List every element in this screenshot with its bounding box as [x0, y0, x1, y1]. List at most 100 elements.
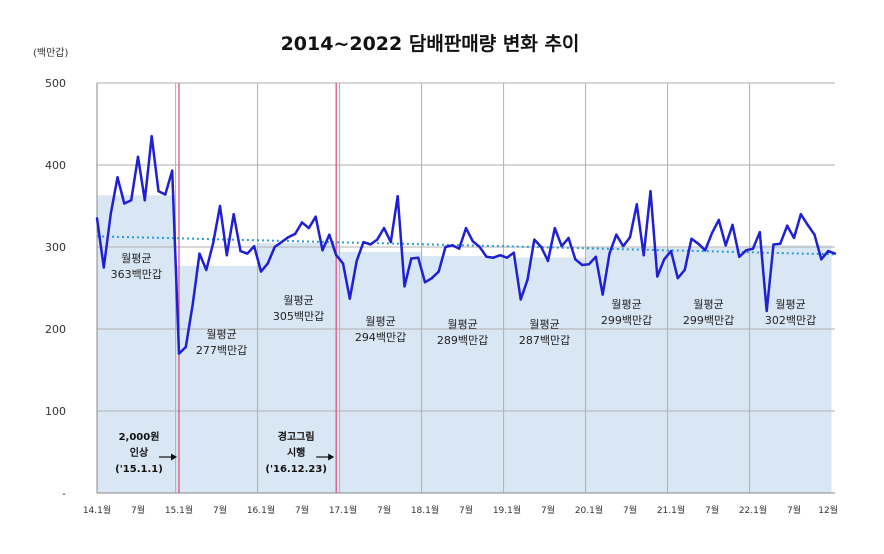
y-axis-ticks: - 100 200 300 400 500: [45, 77, 66, 500]
sales-point: [615, 233, 618, 236]
sales-point: [471, 240, 475, 243]
sales-point: [396, 194, 399, 198]
sales-point: [334, 254, 338, 257]
chart-title: 2014~2022 담배판매량 변화 추이: [281, 33, 580, 55]
y-tick-label: 500: [45, 77, 66, 90]
event-arrow-head: [171, 453, 177, 461]
trend-line: [96, 235, 836, 256]
sales-point: [239, 249, 242, 253]
x-tick-label: 7월: [213, 504, 227, 516]
sales-point: [833, 252, 837, 255]
x-tick-label: 17.1월: [329, 504, 357, 516]
annual-average-area: [503, 257, 586, 493]
sales-point: [628, 235, 632, 239]
annual-average-label: 월평균: [365, 315, 395, 328]
x-tick-label: 7월: [459, 504, 473, 516]
sales-point: [375, 238, 379, 241]
x-tick-label: 16.1월: [247, 504, 275, 516]
sales-point: [717, 218, 721, 222]
sales-point: [785, 224, 789, 227]
annual-average-value: 302백만갑: [765, 314, 816, 327]
y-tick-label: 400: [45, 159, 66, 172]
sales-point: [451, 244, 454, 247]
annual-average-label: 월평균: [206, 328, 236, 341]
y-tick-label: 300: [45, 241, 66, 254]
sales-point: [690, 237, 693, 240]
sales-point: [492, 256, 495, 259]
annual-average-label: 월평균: [447, 318, 477, 331]
annual-average-value: 299백만갑: [683, 314, 734, 327]
sales-point: [731, 223, 734, 227]
sales-point: [683, 268, 686, 272]
sales-point: [642, 254, 645, 257]
sales-point: [416, 256, 420, 259]
sales-point: [779, 242, 782, 245]
sales-point: [820, 258, 823, 261]
sales-point: [287, 235, 290, 239]
sales-point: [143, 199, 147, 202]
event-note-text: 2,000원: [119, 430, 160, 443]
sales-point: [218, 204, 222, 208]
annual-average-label: 월평균: [775, 298, 805, 311]
sales-point: [512, 251, 516, 254]
sales-point: [560, 244, 563, 248]
sales-point: [362, 240, 365, 244]
sales-point: [751, 247, 755, 250]
annual-average-area: [175, 265, 258, 493]
sales-point: [526, 278, 529, 281]
x-tick-label: 7월: [787, 504, 801, 516]
annual-average-area: [667, 247, 750, 493]
y-tick-label: 200: [45, 323, 66, 336]
annual-average-label: 월평균: [529, 318, 559, 331]
annual-average-area: [339, 251, 422, 493]
annual-average-value: 289백만갑: [437, 334, 488, 347]
annual-average-value: 277백만갑: [196, 344, 247, 357]
event-note-text: ('15.1.1): [115, 464, 163, 475]
sales-point: [553, 226, 557, 230]
sales-point: [724, 244, 727, 247]
sales-point: [205, 268, 208, 272]
annual-average-value: 294백만갑: [355, 331, 406, 344]
sales-point: [252, 244, 256, 248]
sales-point: [457, 247, 461, 250]
sales-point: [621, 244, 625, 248]
sales-point: [102, 266, 106, 269]
sales-point: [505, 256, 509, 259]
x-tick-label: 12월: [818, 504, 838, 516]
annual-average-label: 월평균: [283, 294, 313, 307]
sales-point: [437, 270, 440, 273]
annual-average-area: [749, 245, 832, 493]
annual-average-area: [257, 242, 340, 493]
sales-point: [293, 232, 297, 236]
sales-point: [738, 255, 741, 259]
annual-average-value: 299백만갑: [601, 314, 652, 327]
sales-point: [328, 233, 331, 236]
event-note-text: 인상: [130, 446, 149, 459]
sales-point: [341, 262, 345, 265]
sales-point: [177, 352, 181, 355]
x-tick-label: 7월: [295, 504, 309, 516]
annual-average-area: [585, 247, 668, 493]
annual-average-label: 월평균: [611, 298, 641, 311]
sales-point: [116, 176, 119, 179]
annual-average-label: 월평균: [693, 298, 723, 311]
y-axis-unit: (백만갑): [33, 47, 69, 59]
sales-point: [157, 190, 160, 193]
sales-point: [191, 303, 194, 306]
sales-point: [170, 169, 174, 172]
sales-point: [355, 259, 358, 263]
annual-average-value: 363백만갑: [111, 268, 162, 281]
sales-point: [580, 263, 584, 267]
sales-point: [574, 258, 577, 261]
sales-point: [608, 252, 611, 255]
x-tick-label: 15.1월: [165, 504, 193, 516]
sales-point: [799, 213, 803, 216]
x-tick-label: 7월: [623, 504, 637, 516]
sales-point: [478, 245, 481, 249]
sales-point: [676, 276, 680, 280]
sales-point: [232, 213, 235, 216]
sales-point: [211, 241, 215, 245]
